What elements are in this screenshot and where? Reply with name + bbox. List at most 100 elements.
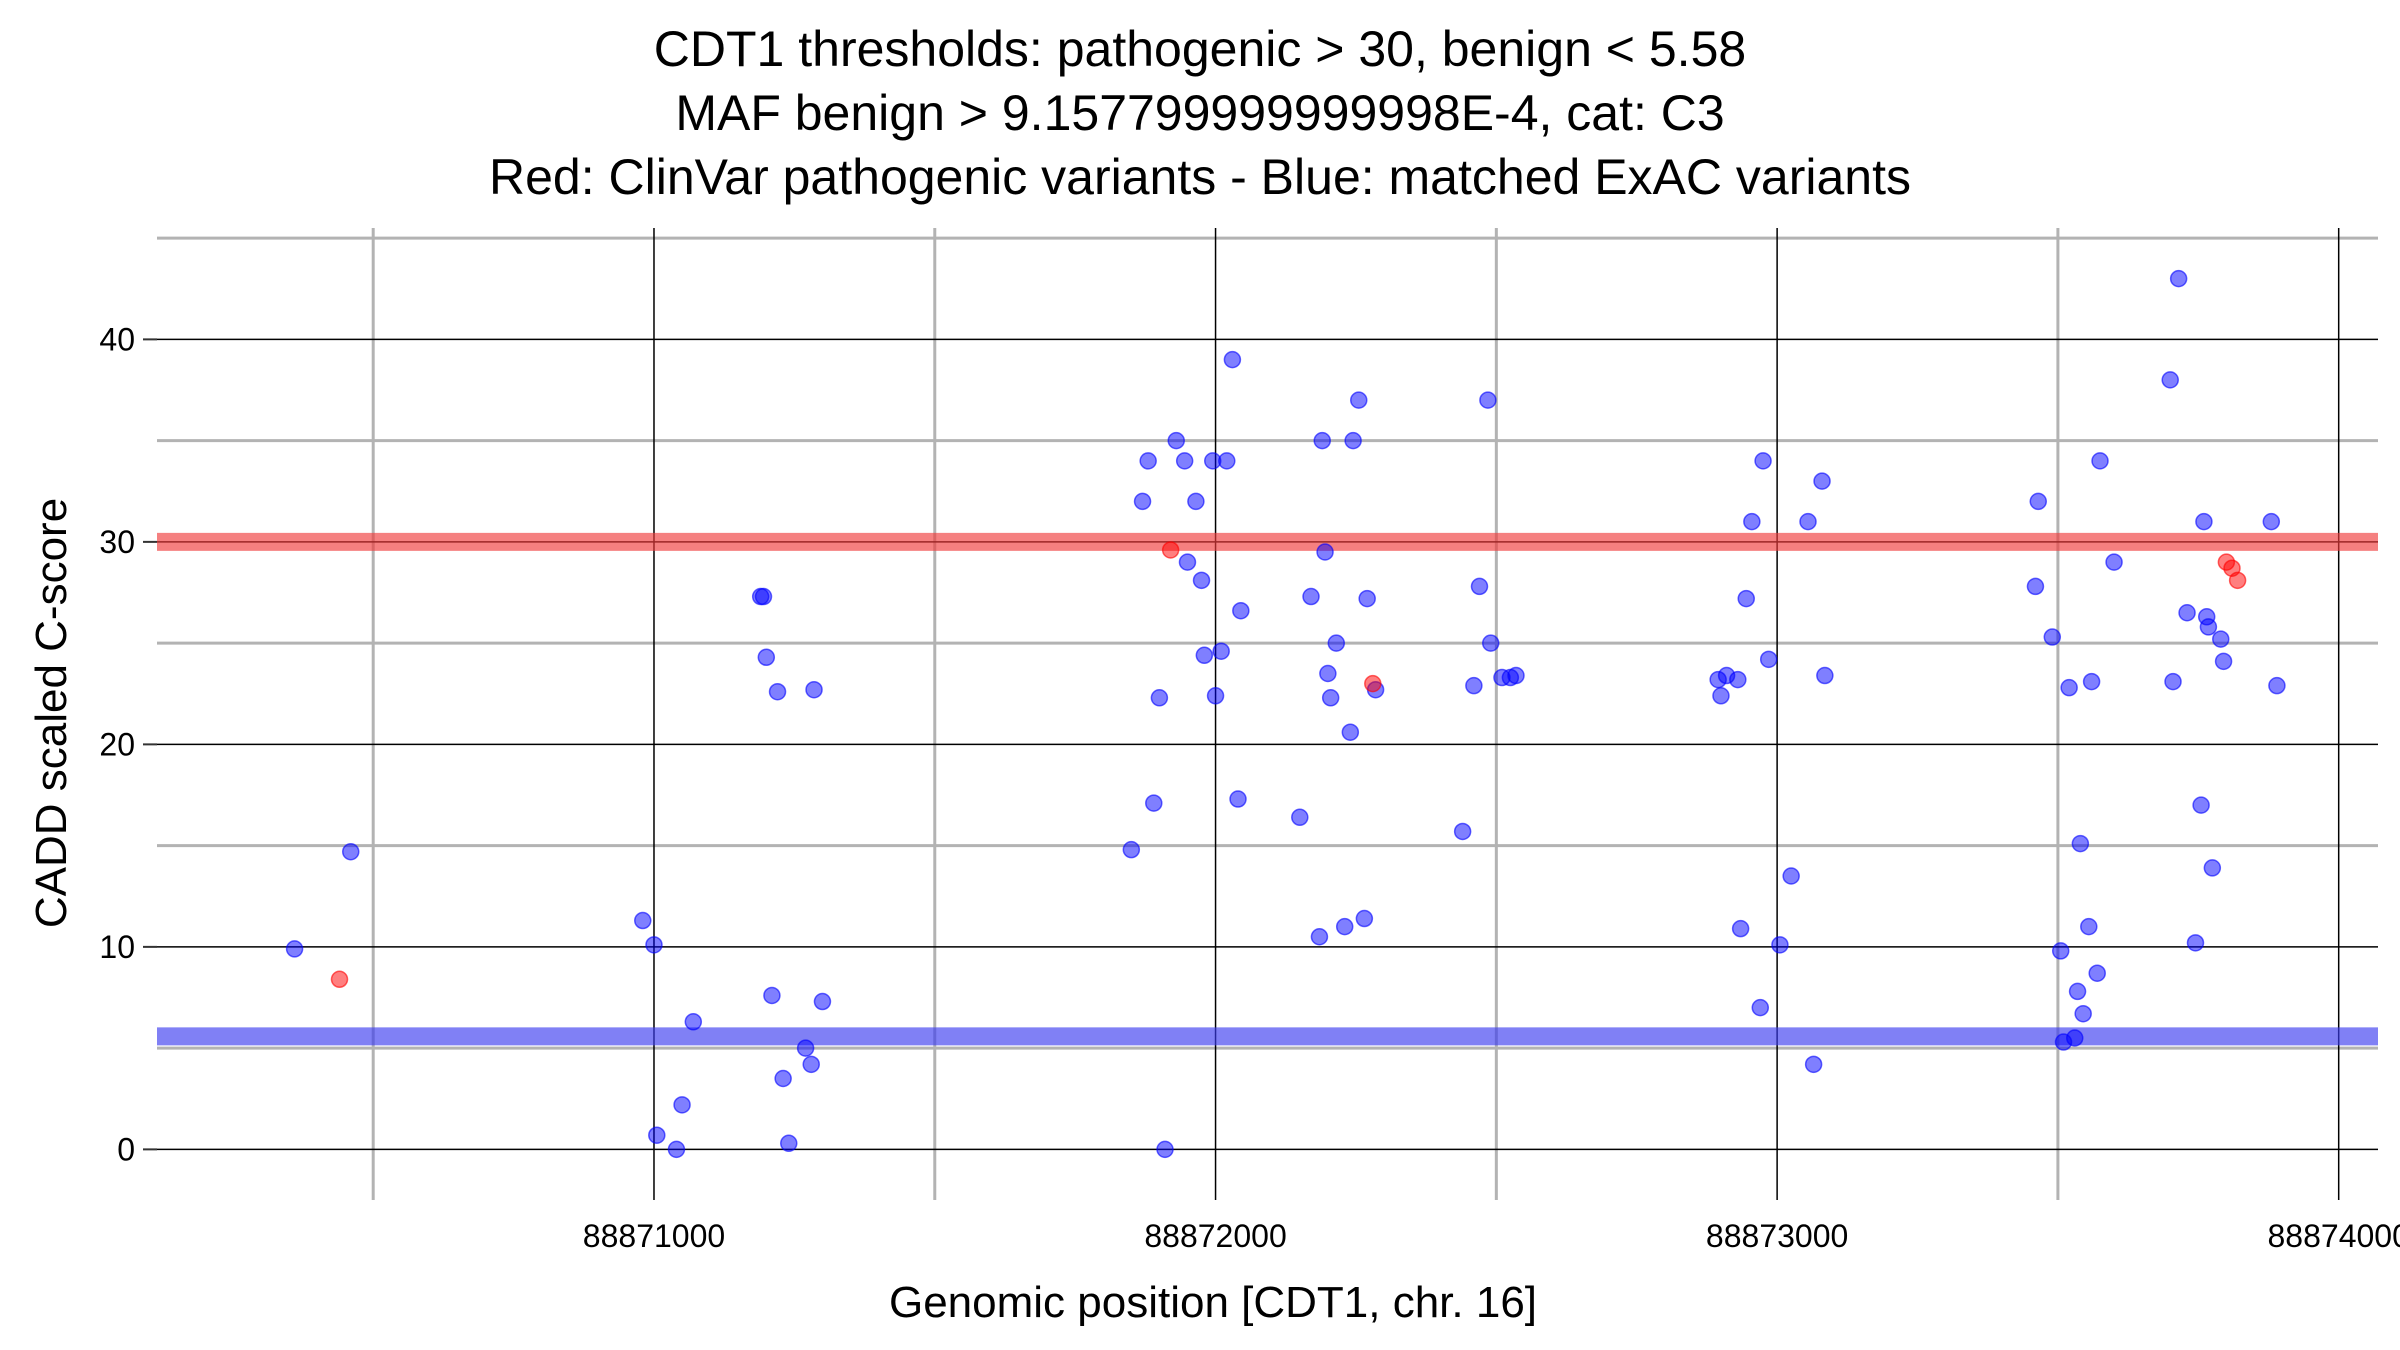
y-tick-label: 10 bbox=[99, 929, 135, 965]
y-axis-title: CADD scaled C-score bbox=[27, 498, 76, 928]
axis-ticks: 88871000 88872000 88873000 88874000 0 10 20 30 4… bbox=[99, 321, 2400, 1254]
exac-point bbox=[1206, 687, 1225, 705]
exac-point bbox=[2091, 452, 2109, 470]
y-tick-label: 0 bbox=[117, 1131, 135, 1167]
exac-point bbox=[1122, 840, 1141, 859]
exac-point bbox=[774, 1069, 792, 1088]
exac-point bbox=[2268, 676, 2286, 695]
exac-point bbox=[802, 1055, 820, 1074]
exac-point bbox=[1212, 642, 1230, 660]
data-points bbox=[285, 269, 2286, 1159]
exac-series bbox=[285, 269, 2286, 1159]
clinvar-point bbox=[330, 970, 349, 989]
x-axis-title: Genomic position [CDT1, chr. 16] bbox=[889, 1278, 1537, 1327]
exac-point bbox=[2169, 269, 2188, 288]
x-tick-label: 88872000 bbox=[1144, 1218, 1286, 1254]
title-line-1: CDT1 thresholds: pathogenic > 30, benign… bbox=[654, 21, 1746, 77]
exac-point bbox=[2088, 964, 2106, 982]
exac-point bbox=[1729, 670, 1747, 689]
exac-point bbox=[1335, 917, 1354, 936]
exac-point bbox=[1195, 646, 1214, 665]
exac-point bbox=[1187, 492, 1205, 511]
exac-point bbox=[341, 842, 360, 861]
y-tick-label: 30 bbox=[99, 524, 135, 560]
exac-point bbox=[1813, 472, 1831, 490]
exac-point bbox=[1175, 452, 1194, 470]
exac-point bbox=[1731, 919, 1750, 938]
exac-point bbox=[768, 682, 787, 701]
exac-point bbox=[1327, 634, 1346, 652]
x-tick-label: 88874000 bbox=[2268, 1218, 2400, 1254]
exac-point bbox=[1218, 452, 1236, 470]
exac-point bbox=[2214, 652, 2233, 671]
exac-point bbox=[1232, 601, 1250, 620]
exac-point bbox=[1313, 431, 1332, 450]
exac-point bbox=[1302, 587, 1320, 606]
exac-point bbox=[2066, 1029, 2084, 1047]
exac-point bbox=[2178, 604, 2196, 622]
exac-point bbox=[2074, 1004, 2092, 1023]
x-tick-label: 88873000 bbox=[1706, 1218, 1848, 1254]
exac-point bbox=[1167, 431, 1185, 450]
exac-point bbox=[1192, 571, 1211, 590]
exac-point bbox=[757, 648, 776, 667]
exac-point bbox=[1319, 664, 1337, 683]
exac-point bbox=[2060, 678, 2078, 697]
exac-point bbox=[805, 680, 823, 699]
exac-point bbox=[2203, 859, 2222, 877]
exac-point bbox=[1771, 936, 1789, 954]
exac-point bbox=[2068, 982, 2087, 1001]
exac-point bbox=[2192, 796, 2210, 814]
x-tick-label: 88871000 bbox=[583, 1218, 725, 1254]
exac-point bbox=[634, 911, 652, 930]
exac-point bbox=[1759, 650, 1778, 669]
exac-point bbox=[2105, 553, 2123, 571]
exac-point bbox=[285, 940, 304, 958]
exac-point bbox=[1507, 666, 1525, 685]
exac-point bbox=[2051, 942, 2070, 960]
title-line-2: MAF benign > 9.157799999999998E-4, cat: … bbox=[675, 85, 1724, 141]
exac-point bbox=[1133, 492, 1152, 511]
exac-point bbox=[1223, 350, 1242, 369]
grid bbox=[157, 228, 2378, 1200]
exac-point bbox=[1816, 666, 1834, 685]
exac-point bbox=[1156, 1140, 1174, 1159]
exac-point bbox=[2164, 672, 2182, 691]
exac-point bbox=[1310, 928, 1329, 946]
exac-point bbox=[1743, 512, 1761, 531]
y-tick-label: 20 bbox=[99, 726, 135, 762]
exac-point bbox=[648, 1126, 666, 1144]
exac-point bbox=[780, 1134, 798, 1153]
exac-point bbox=[1470, 577, 1489, 596]
exac-point bbox=[1737, 589, 1755, 608]
exac-point bbox=[1751, 998, 1770, 1017]
exac-point bbox=[2212, 630, 2230, 648]
exac-point bbox=[1453, 822, 1472, 841]
exac-point bbox=[763, 986, 781, 1005]
exac-point bbox=[2186, 934, 2205, 952]
exac-point bbox=[2071, 834, 2090, 853]
exac-point bbox=[1150, 689, 1169, 707]
exac-point bbox=[813, 992, 832, 1011]
exac-point bbox=[754, 587, 773, 606]
exac-point bbox=[2195, 512, 2213, 531]
exac-point bbox=[1316, 543, 1334, 561]
title-line-3: Red: ClinVar pathogenic variants - Blue:… bbox=[489, 149, 1911, 205]
exac-point bbox=[2080, 917, 2098, 936]
exac-point bbox=[1291, 808, 1309, 827]
exac-point bbox=[2026, 577, 2045, 596]
exac-point bbox=[1145, 794, 1163, 812]
exac-point bbox=[2043, 628, 2062, 646]
clinvar-point bbox=[2228, 571, 2247, 590]
threshold-lines bbox=[157, 532, 2378, 1046]
exac-point bbox=[1229, 790, 1247, 808]
exac-point bbox=[2161, 371, 2179, 389]
clinvar-point bbox=[1364, 674, 1382, 693]
exac-point bbox=[1479, 391, 1497, 409]
exac-point bbox=[673, 1096, 691, 1114]
exac-point bbox=[1358, 589, 1376, 608]
chart-title: CDT1 thresholds: pathogenic > 30, benign… bbox=[489, 21, 1911, 205]
exac-point bbox=[796, 1039, 815, 1057]
exac-point bbox=[1799, 512, 1817, 531]
